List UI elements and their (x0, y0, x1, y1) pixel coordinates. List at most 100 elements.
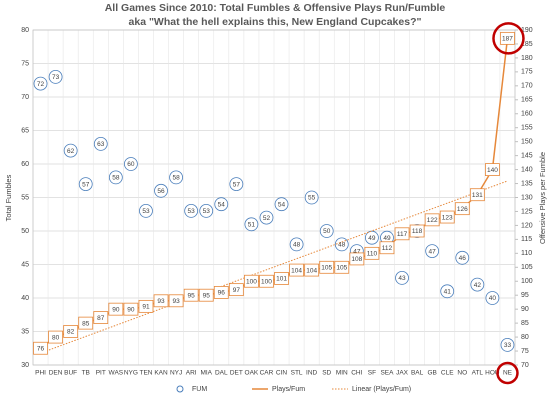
x-tick-label: NO (457, 370, 467, 377)
y2-tick-label: 95 (521, 292, 529, 299)
legend-label: FUM (192, 386, 207, 393)
data-label: 104 (306, 267, 317, 274)
y2-tick-label: 190 (521, 27, 533, 34)
data-label: 53 (203, 208, 211, 215)
marker (455, 250, 470, 265)
data-label: 112 (382, 245, 393, 252)
x-tick-label: IND (306, 370, 318, 377)
marker (78, 177, 93, 192)
y2-tick-label: 100 (521, 278, 533, 285)
data-label: 52 (263, 215, 271, 222)
marker (33, 76, 48, 91)
y2-tick-label: 155 (521, 125, 533, 132)
y-tick-label: 75 (21, 60, 29, 67)
marker (485, 163, 500, 176)
marker (33, 341, 48, 355)
x-tick-label: CIN (276, 370, 288, 377)
data-label: 55 (308, 195, 316, 202)
data-label: 48 (293, 242, 301, 249)
x-tick-label: CAR (260, 370, 274, 377)
y2-tick-label: 130 (521, 194, 533, 201)
y2-tick-label: 165 (521, 97, 533, 104)
data-label: 73 (52, 74, 60, 81)
x-tick-label: NE (503, 370, 513, 377)
marker (259, 274, 274, 288)
marker (485, 291, 500, 305)
x-tick-label: MIN (336, 370, 348, 377)
chart-subtitle: aka "What the hell explains this, New En… (129, 16, 422, 28)
y2-tick-label: 160 (521, 111, 533, 118)
data-label: 62 (67, 148, 75, 155)
x-tick-label: ATL (472, 370, 484, 377)
x-tick-label: GB (427, 370, 436, 377)
data-label: 123 (442, 214, 453, 221)
data-label: 117 (397, 231, 408, 238)
data-label: 118 (412, 228, 423, 235)
marker (228, 283, 244, 297)
data-label: 58 (172, 175, 180, 182)
marker (379, 241, 395, 255)
x-tick-label: JAX (396, 370, 409, 377)
data-label: 46 (459, 255, 467, 262)
y-tick-label: 35 (21, 328, 29, 335)
marker (289, 237, 304, 252)
plot-frame (32, 29, 516, 366)
x-tick-label: BUF (64, 370, 77, 377)
y2-tick-label: 150 (521, 139, 533, 146)
data-label: 95 (203, 292, 211, 299)
data-label: 140 (487, 167, 498, 174)
marker (138, 299, 154, 313)
y-tick-label: 60 (21, 161, 29, 168)
marker (500, 337, 515, 352)
marker (63, 325, 79, 338)
marker (274, 197, 289, 212)
data-label: 93 (172, 298, 180, 305)
x-tick-label: OAK (245, 370, 259, 377)
marker (364, 246, 380, 260)
x-tick-label: DET (230, 370, 243, 377)
marker (108, 302, 124, 316)
data-label: 49 (383, 235, 391, 242)
marker (394, 227, 410, 241)
data-label: 43 (398, 275, 406, 282)
data-label: 85 (82, 320, 90, 327)
x-tick-label: DAL (215, 370, 228, 377)
marker (244, 274, 259, 288)
data-label: 63 (97, 141, 105, 148)
data-label: 100 (246, 278, 257, 285)
x-tick-label: KAN (154, 370, 168, 377)
chart-title: All Games Since 2010: Total Fumbles & Of… (105, 2, 446, 14)
marker (409, 224, 425, 238)
x-tick-label: BAL (411, 370, 424, 377)
data-label: 122 (427, 217, 438, 224)
data-label: 47 (429, 248, 437, 255)
data-label: 95 (188, 292, 196, 299)
marker (153, 294, 169, 308)
marker (108, 170, 123, 185)
data-label: 51 (248, 222, 256, 229)
y2-axis-title: Offensive Plays per Fumble (538, 152, 547, 244)
marker (469, 188, 485, 202)
y2-tick-label: 170 (521, 83, 533, 90)
y-tick-label: 30 (21, 362, 29, 369)
marker (454, 202, 470, 216)
data-label: 108 (351, 256, 362, 263)
marker (334, 260, 350, 274)
data-label: 76 (37, 345, 45, 352)
x-tick-label: MIA (200, 370, 212, 377)
data-label: 57 (233, 181, 241, 188)
marker (349, 252, 365, 266)
y2-tick-label: 70 (521, 362, 529, 369)
data-label: 58 (112, 175, 120, 182)
y2-tick-label: 90 (521, 306, 529, 313)
legend-label: Plays/Fum (272, 386, 305, 393)
y2-tick-label: 125 (521, 208, 533, 215)
marker (124, 157, 138, 171)
marker (274, 272, 289, 285)
y2-tick-label: 145 (521, 152, 533, 159)
marker (78, 316, 94, 330)
marker (319, 224, 334, 238)
marker (365, 230, 379, 245)
